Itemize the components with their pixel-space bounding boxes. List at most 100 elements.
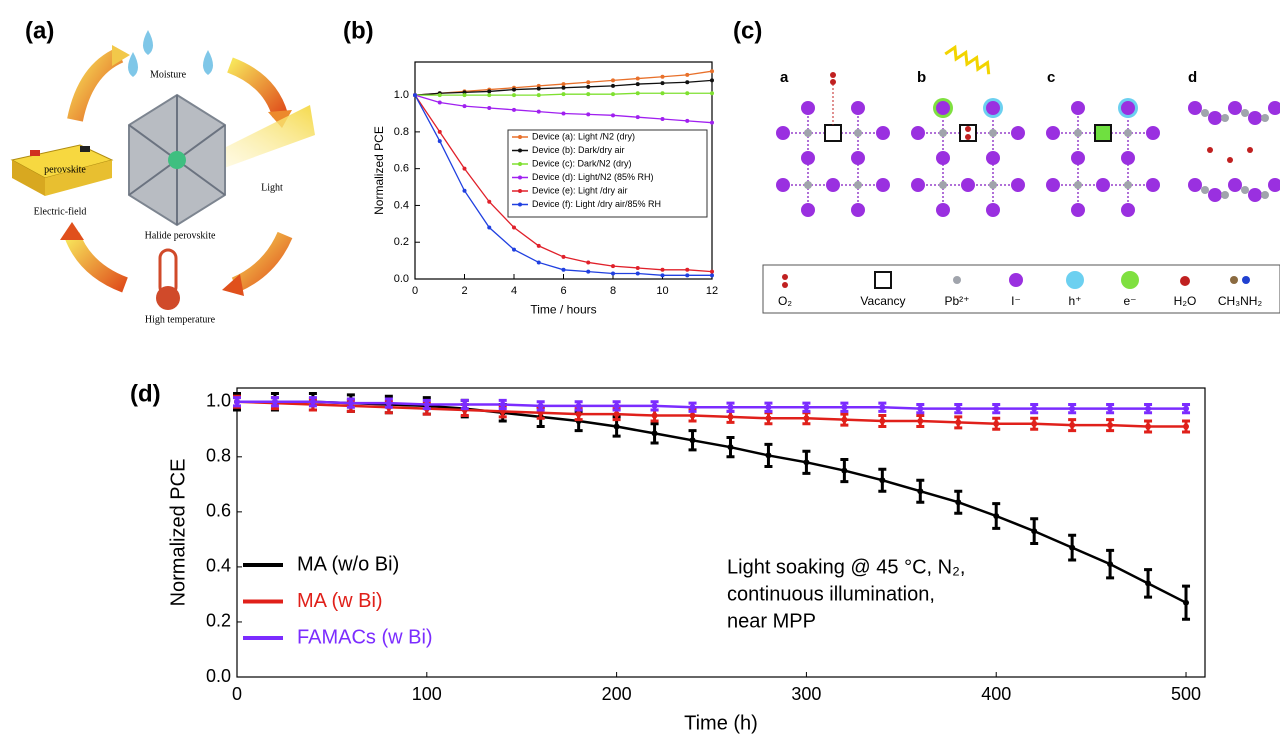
iodide	[826, 178, 840, 192]
lead	[1221, 114, 1229, 122]
iodide	[1268, 178, 1280, 192]
data-point	[611, 113, 615, 118]
data-point	[841, 467, 848, 474]
molecule	[1230, 276, 1238, 284]
iodide	[1071, 203, 1085, 217]
iodide	[1208, 111, 1222, 125]
legend-label: MA (w/o Bi)	[297, 553, 399, 575]
o2	[965, 134, 971, 140]
iodide	[1268, 101, 1280, 115]
iodide	[1228, 101, 1242, 115]
data-point	[710, 91, 714, 96]
data-point	[437, 100, 442, 105]
data-point	[765, 452, 772, 459]
electron	[1121, 271, 1139, 289]
data-point	[462, 90, 467, 95]
data-point	[660, 81, 665, 86]
arrow	[268, 110, 292, 128]
iodide	[1009, 273, 1023, 287]
data-point	[635, 76, 640, 81]
data-point	[462, 104, 467, 109]
data-point	[993, 405, 1000, 412]
data-point	[613, 411, 620, 418]
data-point	[561, 82, 566, 87]
diagram-a: Moisture Halide perovskite Light perovsk…	[10, 30, 315, 325]
data-point	[685, 80, 690, 85]
data-point	[765, 404, 772, 411]
data-point	[993, 420, 1000, 427]
iodide	[801, 203, 815, 217]
data-point	[689, 412, 696, 419]
data-point	[561, 85, 566, 90]
data-point	[879, 418, 886, 425]
y-tick-label: 0.4	[394, 199, 409, 211]
arrow	[64, 231, 129, 293]
sub-label: a	[780, 69, 789, 86]
data-point	[710, 69, 714, 74]
data-point	[487, 89, 492, 94]
panel-label: (b)	[343, 17, 374, 44]
lead	[1074, 129, 1082, 137]
lead	[1124, 181, 1132, 189]
lead	[854, 129, 862, 137]
data-point	[710, 120, 714, 125]
label: Light	[261, 182, 283, 193]
data-point	[512, 247, 516, 252]
data-point	[803, 459, 810, 466]
data-point	[536, 243, 541, 248]
data-point	[613, 423, 620, 430]
data-point	[385, 400, 392, 407]
data-point	[1107, 561, 1114, 568]
series-line	[414, 94, 713, 124]
vacancy	[1094, 124, 1112, 142]
o2	[830, 79, 836, 85]
annotation: Light soaking @ 45 °C, N₂,	[727, 556, 965, 578]
lead	[989, 181, 997, 189]
data-point	[536, 86, 541, 91]
x-tick-label: 0	[232, 684, 242, 704]
iodide	[851, 101, 865, 115]
iodide	[776, 126, 790, 140]
data-point	[685, 273, 690, 278]
data-point	[413, 93, 417, 98]
label: Halide perovskite	[145, 230, 216, 241]
legend-label: Vacancy	[860, 294, 905, 308]
iodide	[801, 151, 815, 165]
data-point	[635, 82, 640, 87]
data-point	[685, 91, 690, 96]
data-point	[1145, 423, 1152, 430]
electrode	[30, 150, 40, 156]
data-point	[651, 430, 658, 437]
data-point	[651, 402, 658, 409]
sub-label: b	[917, 69, 926, 86]
data-point	[611, 271, 615, 276]
x-tick-label: 10	[656, 285, 668, 297]
x-tick-label: 0	[412, 285, 418, 297]
data-point	[1031, 405, 1038, 412]
legend-swatch	[518, 189, 522, 193]
drop	[143, 30, 153, 55]
data-point	[685, 118, 690, 123]
data-point	[879, 404, 886, 411]
data-point	[1031, 528, 1038, 535]
lead	[1261, 191, 1269, 199]
data-point	[1145, 580, 1152, 587]
data-point	[803, 404, 810, 411]
iodide	[1046, 178, 1060, 192]
data-point	[462, 188, 467, 193]
label: Moisture	[150, 69, 187, 80]
data-point	[437, 129, 442, 134]
lead	[1074, 181, 1082, 189]
iodide	[1248, 111, 1262, 125]
lead	[939, 129, 947, 137]
data-point	[437, 93, 442, 98]
legend-swatch	[518, 148, 522, 153]
data-point	[1107, 422, 1114, 429]
molecule	[1207, 147, 1213, 153]
legend-swatch	[518, 135, 522, 139]
data-point	[1069, 422, 1076, 429]
light-wave	[944, 44, 991, 75]
y-tick-label: 1.0	[206, 391, 231, 411]
lead	[854, 181, 862, 189]
label: High temperature	[145, 314, 216, 325]
